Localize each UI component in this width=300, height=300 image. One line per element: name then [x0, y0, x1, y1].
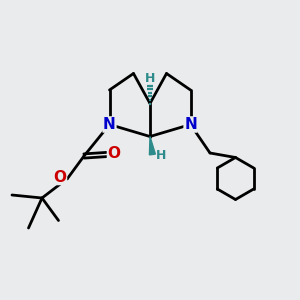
- Text: H: H: [156, 149, 166, 163]
- Text: N: N: [103, 117, 116, 132]
- Text: N: N: [184, 117, 197, 132]
- Polygon shape: [149, 136, 155, 155]
- Text: H: H: [145, 72, 155, 86]
- Text: O: O: [107, 146, 121, 160]
- Text: O: O: [53, 169, 67, 184]
